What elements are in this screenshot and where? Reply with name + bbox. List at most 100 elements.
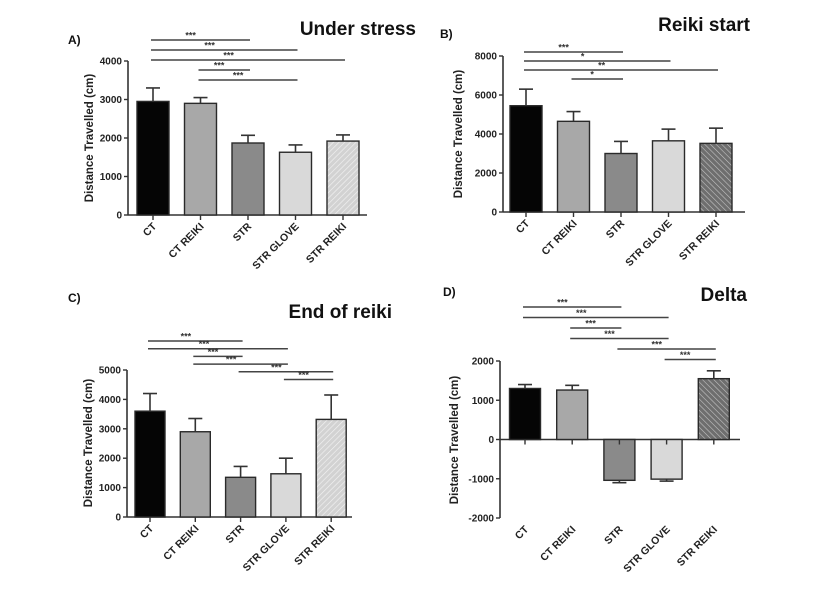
x-tick-label: STR	[604, 217, 628, 241]
x-tick-label: CT	[513, 523, 532, 542]
x-tick-label: CT REIKI	[161, 523, 201, 563]
y-tick-label: 0	[115, 513, 121, 524]
x-tick-label: STR GLOVE	[241, 523, 292, 574]
significance-label: ***	[558, 43, 569, 53]
bar	[651, 140, 686, 213]
x-tick-label: CT REIKI	[538, 524, 578, 564]
y-axis-label: Distance Travelled (cm)	[84, 74, 96, 203]
significance-label: ***	[181, 332, 192, 342]
bar	[179, 431, 212, 518]
bar	[604, 152, 638, 213]
x-tick-label: STR REIKI	[304, 221, 349, 266]
bar	[697, 377, 730, 441]
panel-c: C) End of reiki Distance Travelled (cm) …	[68, 291, 392, 574]
panel-d: D) Delta Distance Travelled (cm) -2000 -1…	[443, 285, 747, 575]
panel-title: Reiki start	[658, 15, 751, 36]
panel-label: C)	[68, 291, 81, 305]
y-tick-label: 1000	[100, 172, 123, 183]
significance-label: ***	[199, 339, 210, 349]
y-tick-label: 2000	[472, 357, 495, 368]
y-tick-label: 4000	[100, 57, 123, 68]
bar	[278, 151, 313, 216]
bar	[556, 389, 589, 441]
y-tick-label: 2000	[100, 134, 123, 145]
significance-label: ***	[204, 41, 215, 51]
y-tick-label: 8000	[475, 52, 498, 63]
y-tick-label: 3000	[99, 424, 122, 435]
significance-label: *	[581, 52, 585, 62]
significance-label: ***	[557, 298, 568, 308]
significance-label: ***	[223, 51, 234, 61]
y-tick-label: 2000	[475, 169, 498, 180]
y-tick-label: -1000	[468, 474, 494, 485]
y-tick-label: -2000	[468, 514, 494, 525]
bar	[603, 438, 636, 482]
panel-label: A)	[68, 33, 81, 47]
significance-label: ***	[226, 355, 237, 365]
bar	[224, 476, 257, 518]
y-tick-label: 1000	[472, 396, 495, 407]
significance-label: ***	[652, 340, 663, 350]
x-tick-label: CT	[138, 522, 157, 541]
x-tick-label: CT REIKI	[539, 218, 579, 258]
x-tick-label: STR GLOVE	[250, 221, 301, 272]
panel-label: D)	[443, 285, 456, 299]
y-axis-label: Distance Travelled (cm)	[453, 70, 465, 199]
x-tick-label: STR REIKI	[292, 523, 337, 568]
x-tick-label: STR REIKI	[675, 524, 720, 569]
significance-label: ***	[271, 362, 282, 372]
y-tick-label: 6000	[475, 91, 498, 102]
significance-label: ***	[680, 350, 691, 360]
x-tick-label: STR	[602, 523, 626, 547]
y-tick-label: 4000	[475, 130, 498, 141]
panel-title: Under stress	[300, 19, 416, 40]
y-tick-label: 0	[116, 211, 122, 222]
panel-title: Delta	[701, 285, 748, 306]
bar	[134, 410, 166, 518]
y-axis-label: Distance Travelled (cm)	[449, 376, 461, 505]
x-tick-label: STR REIKI	[677, 218, 722, 263]
bar	[183, 102, 218, 216]
y-tick-label: 4000	[99, 395, 122, 406]
bar	[231, 142, 265, 216]
bar	[699, 142, 733, 213]
bar	[315, 418, 347, 518]
bar	[326, 140, 360, 216]
significance-label: **	[598, 61, 606, 71]
significance-label: *	[590, 70, 594, 80]
x-tick-label: CT REIKI	[166, 221, 206, 261]
panel-title: End of reiki	[289, 302, 392, 323]
y-axis-label: Distance Travelled (cm)	[83, 379, 95, 508]
y-tick-label: 2000	[99, 454, 122, 465]
x-tick-label: CT	[514, 217, 533, 236]
y-tick-label: 5000	[99, 366, 122, 377]
bar	[136, 100, 170, 216]
significance-label: ***	[576, 308, 587, 318]
panel-a: A) Under stress Distance Travelled (cm) …	[68, 19, 416, 272]
x-tick-label: STR	[223, 522, 247, 546]
x-tick-label: STR GLOVE	[623, 218, 674, 269]
significance-label: ***	[298, 370, 309, 380]
panel-label: B)	[440, 27, 453, 41]
y-tick-label: 0	[491, 208, 497, 219]
significance-label: ***	[585, 319, 596, 329]
y-tick-label: 0	[488, 435, 494, 446]
bar	[650, 438, 683, 480]
significance-label: ***	[208, 347, 219, 357]
y-tick-label: 1000	[99, 483, 122, 494]
bar	[509, 105, 543, 213]
x-tick-label: STR GLOVE	[621, 524, 672, 575]
significance-label: ***	[604, 329, 615, 339]
bar	[508, 387, 542, 441]
panel-b: B) Reiki start Distance Travelled (cm) 0…	[440, 15, 751, 269]
x-tick-label: STR	[231, 220, 255, 244]
significance-label: ***	[233, 71, 244, 81]
bar	[556, 120, 591, 213]
bar	[270, 473, 302, 518]
x-tick-label: CT	[141, 220, 160, 239]
